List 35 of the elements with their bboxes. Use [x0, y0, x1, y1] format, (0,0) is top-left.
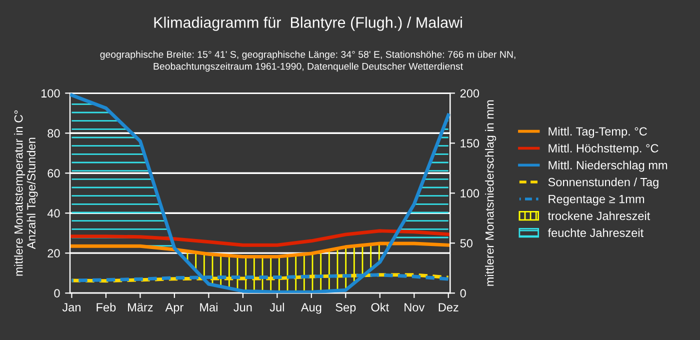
text: feuchte Jahreszeit: [548, 228, 644, 238]
x-tick-label: Sep: [336, 303, 356, 314]
x-tick-label: März: [128, 303, 153, 312]
chart-subtitle: geographische Breite: 15° 41' S, geographische Länge: 34° 58' E, Stationshöhe: 766 m über NN, Beobachtungszeitraum 1961-1990, Datenquelle Deutscher Wetterdienst: [100, 50, 516, 72]
y-tick-label: 60: [48, 169, 60, 178]
legend-label: Mittl. Höchsttemp. °C: [548, 144, 658, 155]
line-series: [70, 229, 450, 247]
x-tick-label: Mai: [200, 302, 218, 312]
x-tick-label: Feb: [96, 302, 116, 312]
x-tick-label: Dez: [438, 303, 458, 312]
x-tick-label: Aug: [300, 303, 322, 314]
legend-label: Sonnenstunden / Tag: [548, 178, 658, 189]
y-axis-title: mittlere Monatstemperatur in C° Anzahl Tage/Stunden: [14, 110, 38, 276]
x-tick-label: Jun: [234, 303, 252, 312]
y-tick-label: 0: [54, 289, 60, 298]
y2-tick-label: 150: [460, 139, 480, 148]
x-tick-label: Okt: [371, 302, 389, 312]
y2-axis-title: mittlerer Monatsniederschlag in mm: [485, 100, 496, 286]
y-tick-label: 100: [41, 89, 60, 98]
y-tick-label: 80: [48, 129, 60, 138]
y-tick-label: 40: [47, 209, 60, 218]
x-tick-label: Jan: [62, 303, 80, 312]
x-tick-label: Apr: [165, 303, 184, 314]
x-tick-label: Nov: [404, 303, 425, 312]
chart-title: Klimadiagramm für Blantyre (Flugh.) / Malawi: [154, 16, 462, 31]
y2-tick-label: 100: [460, 189, 480, 198]
y2-tick-label: 0: [460, 289, 466, 298]
y-tick-label: 20: [48, 249, 60, 258]
x-tick-label: Jul: [270, 302, 284, 312]
legend-label: Mittl. Tag-Temp. °C: [548, 126, 647, 138]
legend-label: Mittl. Niederschlag mm: [548, 160, 668, 172]
y2-tick-label: 200: [460, 89, 480, 98]
y2-tick-label: 50: [460, 239, 472, 248]
text: trockene Jahreszeit: [548, 211, 650, 220]
legend-label: Regentage ≥ 1mm: [548, 194, 644, 206]
